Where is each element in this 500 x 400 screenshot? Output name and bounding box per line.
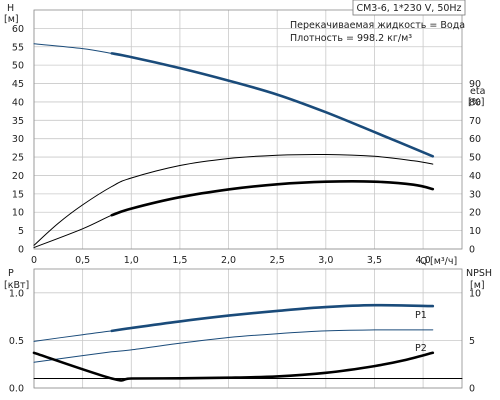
top-y-tick-label: 30 (12, 134, 24, 145)
x-axis-unit-Q: [м³/ч] (430, 256, 457, 267)
top-series-0-line (33, 43, 434, 157)
x-axis-symbol-Q: Q (420, 256, 427, 267)
top-y-tick-label: 55 (12, 42, 24, 53)
bottom-series-0-line (33, 304, 434, 342)
bottom-series-2-line (111, 352, 434, 379)
top-chart-grid (33, 9, 463, 250)
top-x-tick-label: 3,0 (318, 255, 333, 266)
bottom-chart-grid (33, 268, 463, 389)
density-annotation: Плотность = 998.2 кг/м³ (290, 33, 412, 44)
bottom-y2-tick-label: 10 (469, 288, 481, 299)
bottom-y-tick-label: 1.0 (9, 288, 24, 299)
y-axis-unit-P: [кВт] (4, 280, 29, 291)
top-y2-tick-label: 0 (469, 245, 475, 256)
top-x-tick-label: 1,0 (124, 255, 139, 266)
top-y-tick-label: 35 (12, 116, 24, 127)
top-plot-frame (33, 9, 463, 250)
top-series-1-line (33, 153, 434, 246)
bottom-y-tick-label: 0.0 (9, 384, 24, 395)
bottom-y2-tick-label: 0 (469, 384, 475, 395)
top-y2-tick-label: 80 (469, 97, 481, 108)
top-series-0-duty-range (110, 52, 435, 158)
top-y-tick-label: 60 (12, 24, 24, 35)
top-y-tick-label: 40 (12, 97, 24, 108)
bottom-series-0-duty-range (110, 303, 435, 333)
y2-axis-symbol-eta: eta (470, 86, 485, 97)
top-x-tick-label: 2,5 (270, 255, 285, 266)
top-y2-tick-label: 30 (469, 189, 481, 200)
top-x-tick-label: 0,5 (75, 255, 90, 266)
top-y-tick-label: 50 (12, 61, 24, 72)
top-y-tick-label: 10 (12, 208, 24, 219)
top-x-tick-label: 0 (31, 255, 37, 266)
top-y-tick-label: 25 (12, 153, 24, 164)
chart-title: CM3-6, 1*230 V, 50Hz (356, 3, 461, 14)
top-y2-tick-label: 90 (469, 79, 481, 90)
y-axis-symbol-P: P (8, 268, 14, 279)
bottom-y2-tick-label: 5 (469, 336, 475, 347)
bottom-plot-frame (33, 268, 463, 389)
top-y-tick-label: 5 (18, 226, 24, 237)
top-y-tick-label: 15 (12, 189, 24, 200)
top-y2-tick-label: 20 (469, 208, 481, 219)
y2-axis-unit-eta: [%] (468, 97, 484, 108)
top-chart-tick-labels: 0 5 10 15 20 25 30 35 40 45 50 55 60 0 10 20 30 40 50 60 70 8… (12, 24, 481, 266)
top-y2-tick-label: 50 (469, 153, 481, 164)
top-series-2-line (33, 180, 434, 248)
y-axis-symbol-H: H (7, 3, 14, 14)
bottom-chart-tick-labels: 0.0 0.5 1.0 0 5 10 (9, 288, 481, 394)
y2-axis-unit-NPSH: [м] (470, 280, 485, 291)
top-y-tick-label: 45 (12, 79, 24, 90)
bottom-chart-curves (32, 303, 463, 382)
top-y-tick-label: 0 (18, 245, 24, 256)
series-label-P1: P1 (415, 310, 427, 321)
y-axis-unit-H: [м] (4, 14, 19, 25)
title-box (352, 0, 466, 16)
top-x-tick-label: 2,0 (221, 255, 236, 266)
fluid-annotation: Перекачиваемая жидкость = Вода (290, 20, 465, 31)
top-y-tick-label: 20 (12, 171, 24, 182)
y2-axis-symbol-NPSH: NPSH (466, 268, 492, 279)
bottom-series-1-line (33, 329, 434, 363)
top-y2-tick-label: 40 (469, 171, 481, 182)
top-y2-tick-label: 70 (469, 116, 481, 127)
top-series-2-duty-range (110, 180, 435, 217)
bottom-series-2-duty-range (32, 351, 435, 382)
top-y2-tick-label: 60 (469, 134, 481, 145)
top-x-tick-label: 1,5 (172, 255, 187, 266)
series-label-P2: P2 (415, 343, 427, 354)
top-y2-tick-label: 10 (469, 226, 481, 237)
top-chart-curves (33, 43, 435, 248)
bottom-y-tick-label: 0.5 (9, 336, 24, 347)
top-x-tick-label: 4,0 (416, 255, 431, 266)
top-x-tick-label: 3,5 (367, 255, 382, 266)
